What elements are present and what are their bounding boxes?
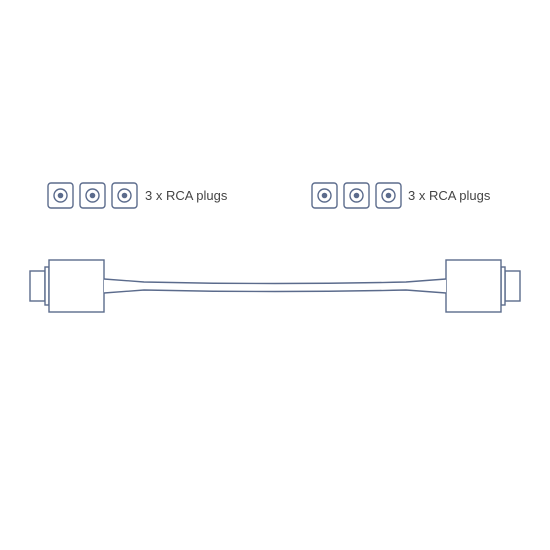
cable-diagram (0, 0, 550, 550)
right-plugs-label: 3 x RCA plugs (408, 188, 490, 203)
left-plugs-label: 3 x RCA plugs (145, 188, 227, 203)
